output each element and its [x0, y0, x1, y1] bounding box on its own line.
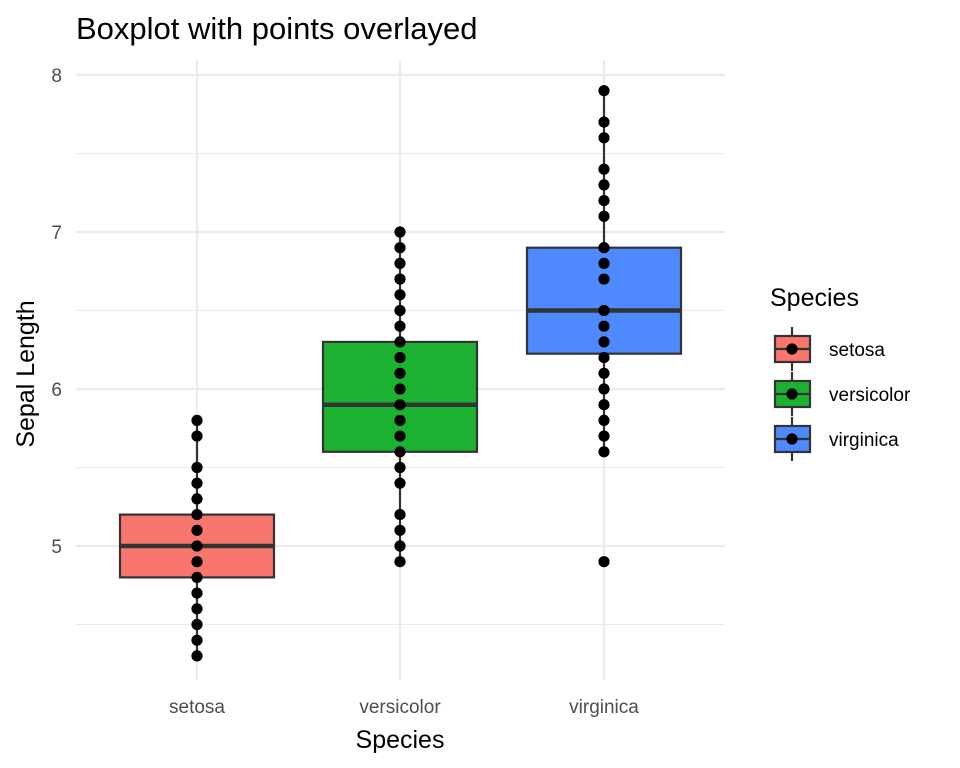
data-point-versicolor: [394, 304, 406, 317]
points: [191, 85, 610, 662]
data-point-setosa: [191, 587, 203, 599]
data-point-virginica: [598, 179, 610, 191]
data-point-virginica: [598, 304, 610, 317]
data-point-versicolor: [394, 477, 406, 489]
data-point-versicolor: [394, 336, 406, 348]
y-tick-label: 5: [51, 537, 62, 558]
legend-key-point: [786, 388, 798, 400]
data-point-versicolor: [394, 352, 406, 364]
data-point-virginica: [598, 336, 610, 348]
data-point-virginica: [598, 85, 610, 97]
box-virginica: [525, 90, 683, 452]
data-point-setosa: [191, 524, 203, 536]
chart-title: Boxplot with points overlayed: [76, 11, 478, 46]
legend-item-versicolor: versicolor: [773, 372, 911, 416]
legend-key-point: [786, 433, 798, 445]
data-point-versicolor: [394, 383, 406, 395]
data-point-versicolor: [394, 399, 406, 411]
data-point-setosa: [191, 540, 203, 552]
legend-key-point: [786, 343, 798, 355]
data-point-versicolor: [394, 556, 406, 568]
legend-label: setosa: [829, 340, 885, 361]
data-point-setosa: [191, 414, 203, 426]
data-point-setosa: [191, 603, 203, 615]
data-point-setosa: [191, 493, 203, 505]
legend-item-virginica: virginica: [773, 417, 899, 461]
data-point-versicolor: [394, 289, 406, 301]
data-point-versicolor: [394, 446, 406, 458]
data-point-versicolor: [394, 257, 406, 269]
data-point-virginica: [598, 242, 610, 254]
y-axis-ticks: 5 6 7 8: [51, 66, 62, 558]
data-point-virginica: [598, 273, 610, 285]
data-point-setosa: [191, 461, 203, 474]
data-point-setosa: [191, 477, 203, 489]
data-point-setosa: [191, 571, 203, 584]
data-point-versicolor: [394, 461, 406, 474]
data-point-virginica: [598, 430, 610, 442]
data-point-virginica: [598, 116, 610, 128]
data-point-virginica: [598, 367, 610, 379]
legend: Species setosa versicolor virginica: [770, 284, 911, 461]
data-point-virginica: [598, 163, 610, 175]
y-tick-label: 8: [51, 66, 62, 87]
data-point-virginica: [598, 210, 610, 222]
legend-title: Species: [770, 284, 859, 312]
data-point-versicolor: [394, 320, 406, 332]
x-axis-ticks: setosa versicolor virginica: [169, 697, 639, 718]
legend-item-setosa: setosa: [773, 327, 885, 371]
data-point-versicolor: [394, 242, 406, 254]
x-axis-title: Species: [356, 726, 445, 754]
data-point-setosa: [191, 650, 203, 662]
x-tick-label: virginica: [569, 697, 639, 718]
data-point-virginica: [598, 352, 610, 364]
data-point-setosa: [191, 634, 203, 646]
legend-label: versicolor: [829, 385, 911, 406]
data-point-virginica: [598, 320, 610, 332]
data-point-setosa: [191, 618, 203, 631]
data-point-virginica: [598, 414, 610, 426]
data-point-virginica: [598, 195, 610, 207]
data-point-virginica: [598, 383, 610, 395]
data-point-versicolor: [394, 508, 406, 521]
data-point-virginica: [598, 132, 610, 144]
data-point-versicolor: [394, 540, 406, 552]
data-point-setosa: [191, 556, 203, 568]
data-point-virginica: [598, 556, 610, 568]
legend-label: virginica: [829, 430, 899, 451]
x-tick-label: versicolor: [359, 697, 441, 718]
data-point-versicolor: [394, 414, 406, 426]
data-point-virginica: [598, 257, 610, 269]
y-tick-label: 6: [51, 380, 62, 401]
data-point-versicolor: [394, 524, 406, 536]
data-point-versicolor: [394, 226, 406, 238]
x-tick-label: setosa: [169, 697, 225, 718]
data-point-versicolor: [394, 367, 406, 379]
data-point-virginica: [598, 399, 610, 411]
y-tick-label: 7: [51, 223, 62, 244]
data-point-versicolor: [394, 430, 406, 442]
data-point-setosa: [191, 430, 203, 442]
data-point-versicolor: [394, 273, 406, 285]
data-point-virginica: [598, 446, 610, 458]
y-axis-title: Sepal Length: [12, 300, 40, 447]
data-point-setosa: [191, 508, 203, 521]
